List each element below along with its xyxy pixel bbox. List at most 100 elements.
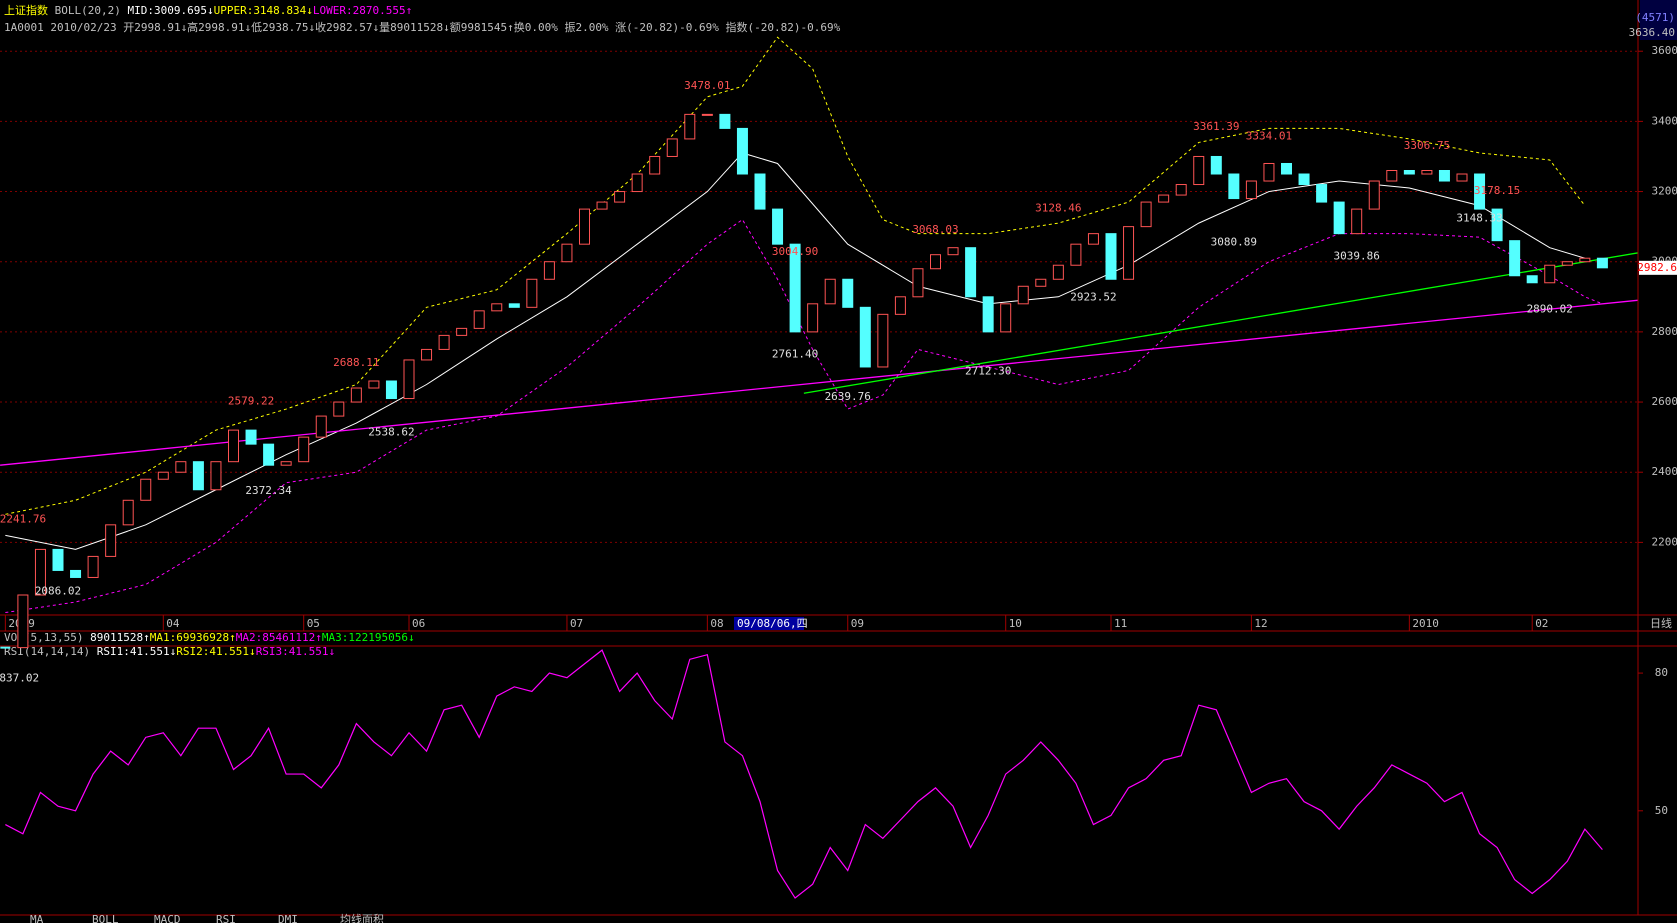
candle <box>649 155 661 175</box>
candle <box>930 254 941 270</box>
rsi-line <box>5 649 1603 899</box>
candle <box>684 113 696 140</box>
candle <box>122 499 134 526</box>
candle <box>175 461 187 473</box>
price-annotation: 2923.52 <box>1070 291 1116 304</box>
price-annotation: 2688.11 <box>333 356 379 369</box>
candle <box>491 303 503 312</box>
candle <box>1333 201 1345 235</box>
x-tick-label: 08 <box>710 617 723 630</box>
period: 日线 <box>1650 616 1672 630</box>
candle <box>17 594 29 649</box>
price-annotation: 3478.01 <box>684 79 730 92</box>
candle <box>701 113 713 116</box>
header-segment: RSI1:41.551↓ <box>97 645 176 658</box>
candle <box>1281 162 1292 175</box>
top-right-box <box>1640 0 1677 40</box>
price-annotation: 2761.40 <box>772 347 818 360</box>
candle <box>1561 261 1573 266</box>
header-segment: MA2:85461112↑ <box>236 631 322 644</box>
price-annotation: 3334.01 <box>1246 130 1292 143</box>
header-segment: UPPER:3148.834↓ <box>214 4 313 17</box>
y-tick-label: 2400 <box>1652 465 1677 478</box>
candle <box>1193 155 1205 186</box>
header-segment: BOLL(20,2) <box>48 4 127 17</box>
candle <box>1509 240 1521 277</box>
candle <box>1017 285 1029 305</box>
x-tick-label: 09 <box>851 617 864 630</box>
candle <box>1491 208 1503 242</box>
header-segment: MID:3009.695↓ <box>127 4 213 17</box>
candle <box>596 201 608 210</box>
candle <box>807 303 819 333</box>
x-tick-label: 11 <box>1114 617 1127 630</box>
candle <box>877 313 889 368</box>
candle <box>772 208 784 245</box>
candle <box>1438 170 1450 182</box>
candle <box>1175 184 1187 196</box>
candle <box>350 387 362 403</box>
header-segment: RSI2:41.551↓ <box>176 645 255 658</box>
candle <box>228 429 239 463</box>
header-segment: RSI3:41.551↓ <box>256 645 335 658</box>
candle <box>70 569 82 578</box>
x-tick-label: 10 <box>1009 617 1022 630</box>
price-annotation: 2579.22 <box>228 394 274 407</box>
candle <box>1000 303 1012 333</box>
price-annotation: 1837.02 <box>0 672 39 685</box>
header-segment: LOWER:2870.555↑ <box>313 4 412 17</box>
header-segment: VOL(5,13,55) <box>4 631 90 644</box>
price-annotation: 3361.39 <box>1193 120 1239 133</box>
indicator-tab[interactable]: DMI <box>278 913 298 923</box>
price-annotation: 2639.76 <box>825 390 871 403</box>
x-tick-label: 04 <box>166 617 180 630</box>
candle <box>333 401 345 417</box>
x-tick-label: 2010 <box>1412 617 1439 630</box>
indicator-tab[interactable]: MA <box>30 913 44 923</box>
candle <box>1123 226 1135 280</box>
candle <box>982 296 994 333</box>
price-annotation: 3004.90 <box>772 245 818 258</box>
candle <box>824 278 836 305</box>
candle <box>1456 173 1468 182</box>
candle <box>1228 173 1240 200</box>
price-annotation: 3068.03 <box>912 223 958 236</box>
x-tick-label: 12 <box>1254 617 1267 630</box>
price-annotation: 2890.02 <box>1527 302 1573 315</box>
candle <box>789 243 801 333</box>
header.segments: 上证指数 BOLL(20,2) MID:3009.695↓UPPER:3148.… <box>4 3 412 17</box>
indicator-tab[interactable]: 均线面积 <box>340 912 384 923</box>
trend-line <box>0 299 1638 466</box>
candle <box>140 478 152 501</box>
indicator-tab[interactable]: BOLL <box>92 913 119 923</box>
indicator-tab[interactable]: MACD <box>154 913 181 923</box>
cursor-date-box <box>734 617 804 630</box>
price-annotation: 3128.46 <box>1035 202 1081 215</box>
candle <box>87 555 99 578</box>
candle <box>210 461 222 491</box>
candle <box>105 524 117 557</box>
indicator-tab[interactable]: RSI <box>216 913 236 923</box>
candle <box>280 461 292 466</box>
candle <box>736 127 748 175</box>
header-segment: 89011528↑ <box>90 631 150 644</box>
candle <box>438 334 450 350</box>
candle <box>561 243 573 263</box>
candle <box>192 461 204 491</box>
x-tick-label: 06 <box>412 617 425 630</box>
candle <box>368 380 380 389</box>
candle <box>1544 264 1556 284</box>
candle <box>526 278 538 308</box>
header-segment: MA1:69936928↑ <box>150 631 236 644</box>
candle <box>1035 278 1047 287</box>
candle <box>666 138 678 157</box>
candle <box>1087 233 1099 245</box>
y-tick-label: 3200 <box>1652 185 1677 198</box>
x-tick-label: 07 <box>570 617 583 630</box>
price-annotation: 3178.15 <box>1474 184 1520 197</box>
candle <box>1386 170 1398 182</box>
candle <box>403 359 415 400</box>
candle <box>1263 162 1275 182</box>
